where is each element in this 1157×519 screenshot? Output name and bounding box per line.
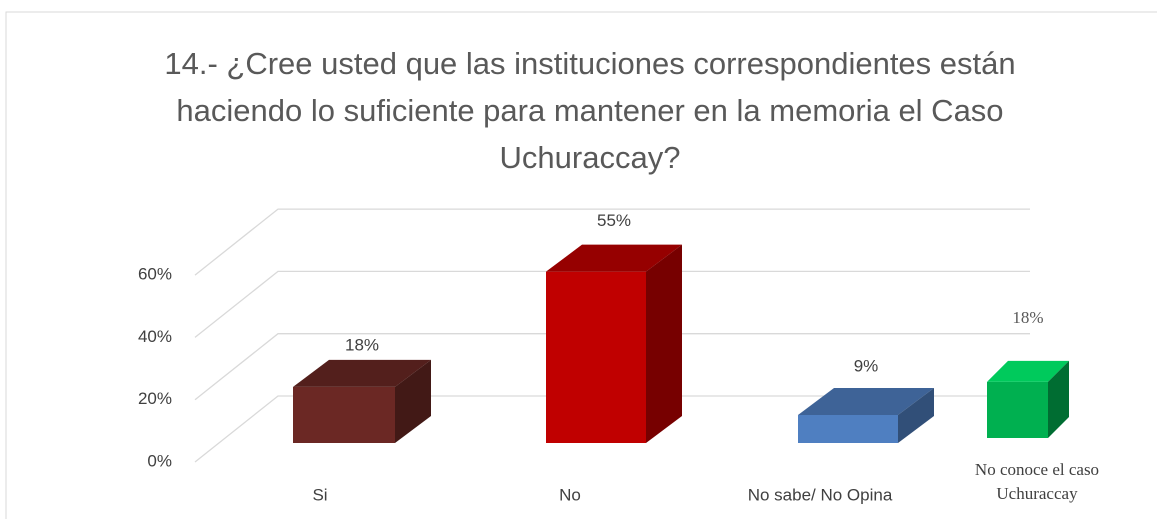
data-label: 18%	[1012, 308, 1043, 327]
bar-side	[898, 387, 934, 443]
chart-border	[5, 11, 1157, 519]
y-tick-label: 20%	[138, 389, 172, 408]
bar-front	[987, 381, 1048, 438]
bar-front	[798, 414, 898, 443]
x-tick-label: No sabe/ No Opina	[748, 485, 893, 504]
data-label: 55%	[597, 211, 631, 230]
chart-title: 14.- ¿Cree usted que las instituciones c…	[164, 46, 1016, 175]
bar-top	[987, 360, 1069, 382]
bar-side	[395, 359, 431, 443]
grid-line	[194, 395, 1030, 463]
x-tick-label: Si	[312, 485, 327, 504]
bar-top	[293, 359, 431, 387]
x-tick-label: No	[559, 485, 581, 504]
grid-line	[194, 333, 1030, 401]
x-tick-label: No conoce el caso Uchuraccay	[974, 460, 1100, 503]
y-tick-label: 60%	[138, 265, 172, 284]
bar-side	[646, 244, 682, 443]
bar-top	[798, 387, 934, 415]
grid-line	[194, 208, 1030, 276]
y-tick-label: 0%	[147, 451, 172, 470]
grid-line	[194, 270, 1030, 338]
bar-front	[546, 271, 646, 443]
y-tick-label: 40%	[138, 327, 172, 346]
bar-side	[1048, 360, 1069, 438]
bar-top	[546, 244, 682, 272]
bar-front	[293, 386, 395, 443]
data-label: 18%	[345, 335, 379, 354]
data-label: 9%	[854, 356, 879, 375]
